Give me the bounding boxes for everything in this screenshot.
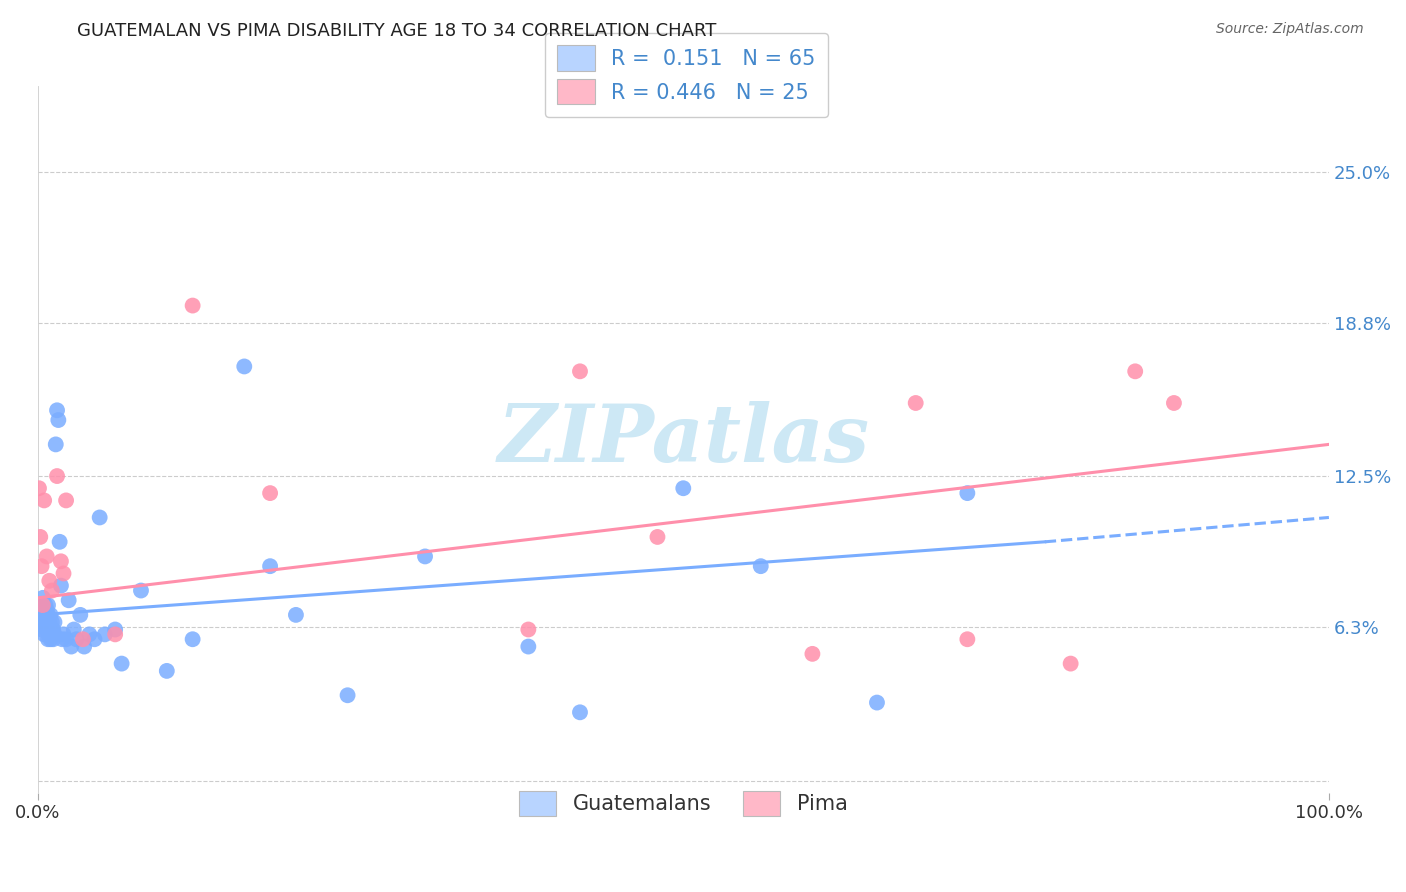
Point: [44, 627, 66, 641]
Point: [28, 481, 51, 495]
Point: [39, 623, 62, 637]
Point: [45, 437, 67, 451]
Point: [37, 607, 59, 622]
Point: [904, 396, 927, 410]
Point: [72, 632, 94, 647]
Point: [31, 607, 53, 622]
Text: GUATEMALAN VS PIMA DISABILITY AGE 18 TO 34 CORRELATION CHART: GUATEMALAN VS PIMA DISABILITY AGE 18 TO …: [77, 22, 717, 40]
Point: [30, 530, 52, 544]
Point: [89, 510, 111, 524]
Point: [110, 657, 132, 671]
Point: [58, 593, 80, 607]
Point: [672, 481, 695, 495]
Point: [94, 627, 117, 641]
Point: [41, 583, 63, 598]
Point: [39, 607, 62, 622]
Point: [30, 607, 52, 622]
Point: [1163, 396, 1185, 410]
Point: [104, 623, 127, 637]
Point: [233, 359, 256, 374]
Point: [259, 486, 281, 500]
Point: [42, 632, 65, 647]
Legend: Guatemalans, Pima: Guatemalans, Pima: [510, 782, 856, 824]
Point: [30, 598, 52, 612]
Point: [37, 632, 59, 647]
Point: [38, 574, 60, 588]
Point: [38, 627, 60, 641]
Point: [569, 706, 592, 720]
Point: [569, 364, 592, 378]
Point: [1123, 364, 1146, 378]
Point: [32, 627, 55, 641]
Point: [32, 493, 55, 508]
Point: [39, 632, 62, 647]
Point: [31, 615, 53, 630]
Point: [517, 640, 540, 654]
Point: [46, 403, 69, 417]
Point: [79, 627, 101, 641]
Point: [181, 632, 204, 647]
Point: [32, 615, 55, 630]
Point: [52, 627, 75, 641]
Point: [83, 632, 105, 647]
Point: [42, 623, 65, 637]
Point: [517, 623, 540, 637]
Point: [55, 632, 77, 647]
Point: [35, 603, 58, 617]
Point: [65, 632, 87, 647]
Point: [1059, 657, 1081, 671]
Point: [104, 627, 127, 641]
Point: [34, 598, 56, 612]
Point: [35, 623, 58, 637]
Point: [31, 623, 53, 637]
Point: [31, 591, 53, 605]
Point: [956, 632, 979, 647]
Point: [956, 486, 979, 500]
Point: [49, 554, 72, 568]
Point: [35, 615, 58, 630]
Point: [41, 615, 63, 630]
Point: [129, 583, 152, 598]
Point: [181, 299, 204, 313]
Point: [413, 549, 436, 564]
Point: [55, 493, 77, 508]
Point: [38, 615, 60, 630]
Point: [259, 559, 281, 574]
Point: [31, 598, 53, 612]
Point: [156, 664, 179, 678]
Point: [49, 579, 72, 593]
Point: [31, 559, 53, 574]
Point: [73, 640, 96, 654]
Point: [51, 632, 73, 647]
Point: [34, 615, 56, 630]
Point: [866, 696, 889, 710]
Point: [34, 607, 56, 622]
Point: [63, 623, 86, 637]
Point: [44, 615, 66, 630]
Point: [31, 603, 53, 617]
Point: [749, 559, 772, 574]
Point: [336, 688, 359, 702]
Point: [60, 640, 83, 654]
Point: [31, 598, 53, 612]
Text: Source: ZipAtlas.com: Source: ZipAtlas.com: [1216, 22, 1364, 37]
Point: [52, 566, 75, 581]
Point: [801, 647, 824, 661]
Point: [35, 549, 58, 564]
Point: [37, 598, 59, 612]
Point: [284, 607, 307, 622]
Point: [69, 607, 91, 622]
Text: ZIPatlas: ZIPatlas: [498, 401, 869, 478]
Point: [32, 603, 55, 617]
Point: [41, 627, 63, 641]
Point: [46, 469, 69, 483]
Point: [46, 413, 69, 427]
Point: [647, 530, 669, 544]
Point: [48, 534, 70, 549]
